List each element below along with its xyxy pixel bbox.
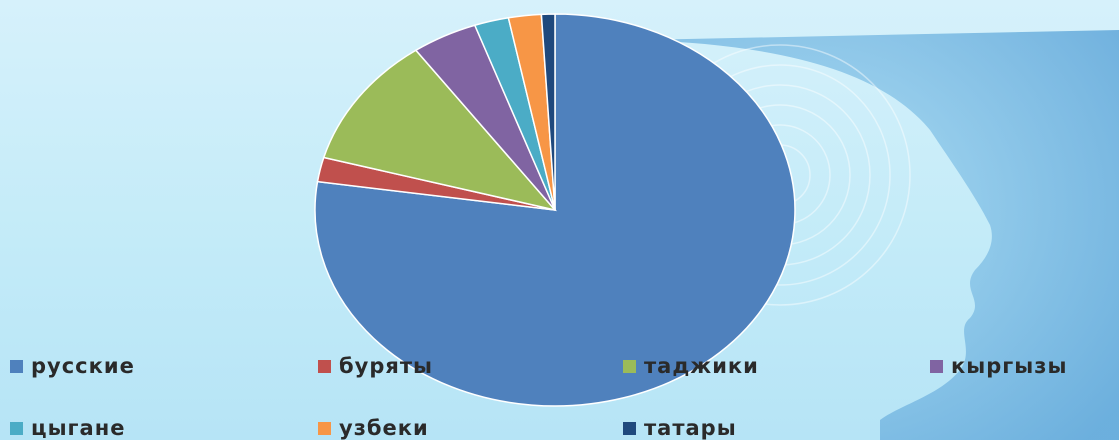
pie-slice-russkie	[314, 13, 796, 407]
pie-slice-tadzhiki	[322, 49, 558, 212]
head-silhouette-decoration	[640, 30, 1119, 440]
pie-slice-tatary	[540, 13, 556, 211]
pie-slices	[314, 13, 796, 407]
